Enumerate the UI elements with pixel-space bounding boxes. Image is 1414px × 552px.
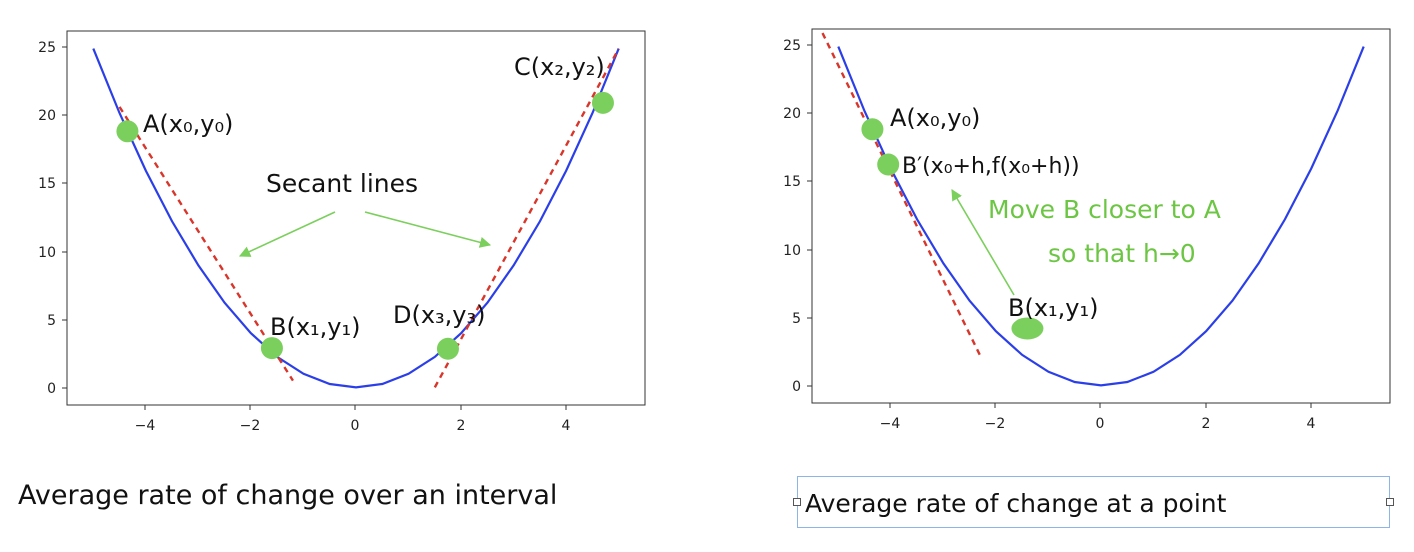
left-ytick-label-4: 20 [38,108,56,124]
left-ytick-label-5: 25 [38,40,56,56]
right-point-b-prime-label: B′(x₀+h,f(x₀+h)) [902,154,1080,179]
right-point-a [861,118,884,141]
left-point-a-label: A(x₀,y₀) [143,110,233,138]
secant-arrow-right [364,211,492,248]
left-ytick-label-2: 10 [38,245,56,261]
left-point-b-label: B(x₁,y₁) [270,313,360,341]
textbox-resize-handle-right[interactable] [1386,498,1394,506]
left-point-c [591,91,614,114]
left-parabola-line [92,48,620,389]
right-plot-frame [811,28,1391,404]
move-b-annotation-line-1: Move B closer to A [988,195,1221,224]
right-ytick-label-1: 5 [792,311,801,327]
left-chart: 0 5 10 15 20 25 −4 −2 0 2 4 [38,30,646,434]
left-xtick-label-3: 2 [457,418,466,434]
left-ytick-label-3: 15 [38,176,56,192]
left-xtick-label-4: 4 [562,418,571,434]
left-plot-frame [66,30,646,406]
left-xtick-label-2: 0 [351,418,360,434]
right-chart: 0 5 10 15 20 25 −4 −2 0 2 4 [783,28,1391,432]
move-b-annotation-line-2: so that h→0 [1048,239,1196,268]
left-point-a [116,120,139,143]
right-xtick-label-3: 2 [1202,416,1211,432]
right-xtick-label-1: −2 [985,416,1006,432]
right-tangent-line [821,32,982,357]
left-secant-line-dc [433,48,620,388]
left-point-b [260,337,283,360]
right-xtick-label-0: −4 [880,416,901,432]
right-parabola-line [837,46,1365,387]
secant-arrow-left [238,211,336,257]
right-xtick-label-2: 0 [1096,416,1105,432]
left-xtick-label-0: −4 [135,418,156,434]
right-caption: Average rate of change at a point [805,489,1227,518]
right-ytick-label-2: 10 [783,243,801,259]
right-xtick-label-4: 4 [1307,416,1316,432]
textbox-resize-handle-left[interactable] [793,498,801,506]
left-y-ticks: 0 5 10 15 20 25 [38,40,67,397]
left-ytick-label-0: 0 [47,381,56,397]
right-point-b-prime [877,153,900,176]
left-ytick-label-1: 5 [47,313,56,329]
left-xtick-label-1: −2 [240,418,261,434]
move-b-arrow [951,189,1015,296]
left-caption: Average rate of change over an interval [18,480,558,511]
right-point-a-label: A(x₀,y₀) [890,104,980,132]
right-x-ticks: −4 −2 0 2 4 [880,403,1316,432]
left-point-c-label: C(x₂,y₂) [514,53,605,81]
right-y-ticks: 0 5 10 15 20 25 [783,38,812,395]
right-ytick-label-0: 0 [792,379,801,395]
left-point-d [436,337,459,360]
right-point-b [1011,317,1044,340]
secant-lines-annotation: Secant lines [266,169,418,198]
left-point-d-label: D(x₃,y₃) [393,301,485,329]
right-point-b-label: B(x₁,y₁) [1008,294,1098,322]
right-ytick-label-3: 15 [783,174,801,190]
right-ytick-label-5: 25 [783,38,801,54]
left-x-ticks: −4 −2 0 2 4 [135,405,571,434]
right-ytick-label-4: 20 [783,106,801,122]
